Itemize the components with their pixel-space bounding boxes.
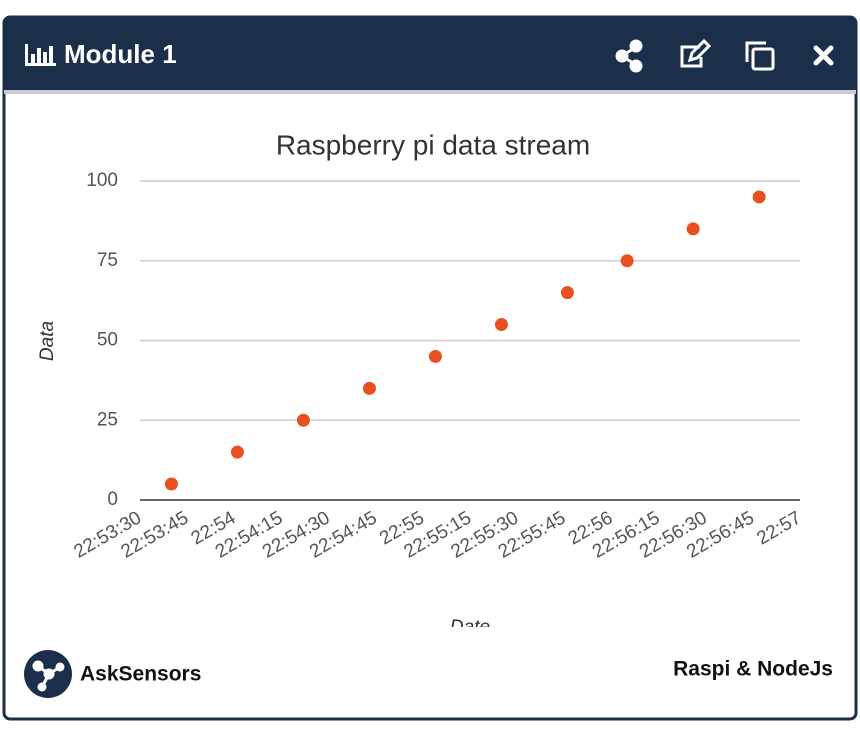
data-point: [296, 413, 310, 427]
copy-button[interactable]: [745, 41, 775, 71]
edit-button[interactable]: [680, 38, 712, 68]
x-axis-label: Date: [450, 617, 490, 638]
chart-title: Raspberry pi data stream: [276, 129, 590, 160]
y-tick-label: 100: [86, 170, 118, 191]
data-point: [752, 190, 766, 204]
data-point: [560, 286, 574, 300]
chart-icon: [25, 44, 56, 66]
y-tick-label: 75: [97, 250, 118, 271]
data-point: [362, 381, 376, 395]
y-tick-label: 50: [97, 330, 118, 351]
y-axis-label: Data: [37, 321, 58, 361]
brand-logo-mark: [32, 660, 65, 692]
card-header: [4, 17, 856, 92]
y-tick-label: 25: [97, 409, 118, 430]
brand-name: AskSensors: [80, 663, 201, 686]
y-tick-label: 0: [107, 489, 118, 510]
footer-note: Raspi & NodeJs: [673, 658, 833, 681]
module-title: Module 1: [64, 39, 177, 69]
data-point: [164, 477, 178, 491]
card-frame: [2, 15, 858, 721]
share-button[interactable]: [615, 39, 643, 73]
close-button[interactable]: [813, 45, 834, 66]
header-shadow: [4, 90, 856, 94]
data-point: [428, 349, 442, 363]
data-point: [686, 222, 700, 236]
data-point: [620, 254, 634, 268]
data-point: [230, 445, 244, 459]
data-point: [494, 318, 508, 332]
